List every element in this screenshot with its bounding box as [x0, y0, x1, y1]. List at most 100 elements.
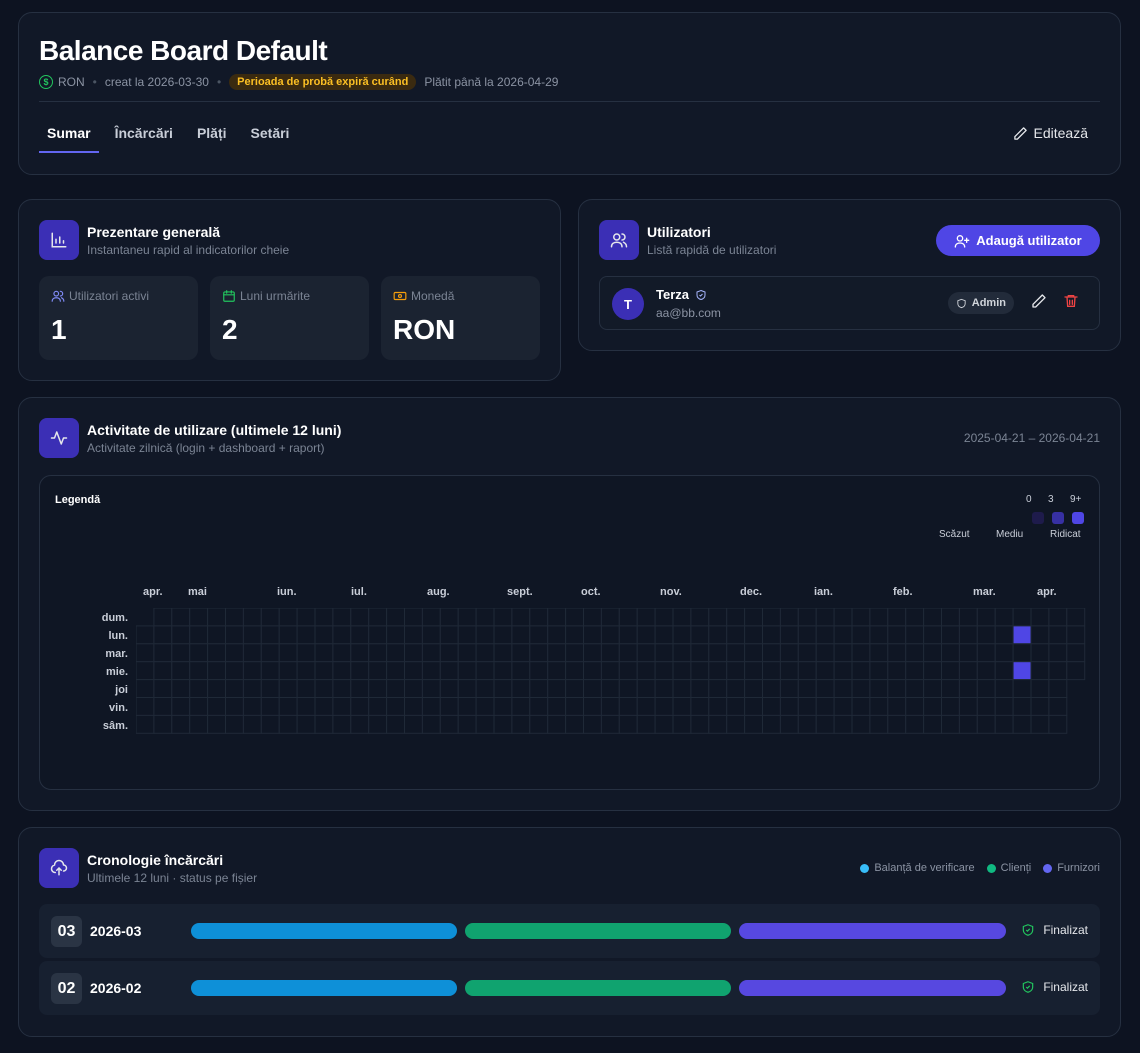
stat-value: RON	[393, 314, 456, 345]
heatmap-cell	[421, 643, 441, 663]
month-label: apr.	[1037, 586, 1057, 598]
heatmap-cell	[636, 679, 656, 698]
heatmap-cell	[332, 697, 352, 716]
heatmap-cell	[511, 643, 531, 663]
heatmap-cell	[457, 697, 477, 716]
add-user-label: Adaugă utilizator	[976, 233, 1082, 248]
upload-row[interactable]: 03 2026-03 Finalizat	[39, 904, 1100, 958]
day-label: dum.	[101, 612, 128, 624]
heatmap-cell	[994, 714, 1014, 734]
clients-bar	[465, 923, 731, 939]
heatmap-cell	[457, 625, 477, 645]
tab-bar: Sumar Încărcări Plăți Setări	[39, 125, 305, 153]
heatmap-cell	[976, 697, 996, 716]
heatmap-cell	[905, 679, 925, 698]
heatmap-cell	[797, 608, 817, 627]
legend-item: Furnizori	[1043, 862, 1100, 874]
heatmap-cell	[189, 697, 209, 716]
heatmap-cell	[923, 625, 942, 645]
legend-swatch-high	[1072, 512, 1084, 524]
heatmap-cell	[314, 661, 334, 681]
heatmap-cell	[958, 625, 978, 645]
heatmap-cell	[779, 714, 799, 734]
heatmap-cell	[511, 661, 531, 681]
heatmap-cell	[189, 625, 209, 645]
heatmap-cell	[762, 643, 781, 663]
heatmap-cell	[905, 643, 925, 663]
heatmap-cell	[260, 643, 280, 663]
tab-plati[interactable]: Plăți	[196, 125, 227, 141]
heatmap-cell	[171, 714, 191, 734]
heatmap-cell	[457, 661, 477, 681]
heatmap-cell	[314, 608, 334, 627]
heatmap-cell	[332, 661, 352, 681]
heatmap-cell	[905, 661, 925, 681]
heatmap-cell	[762, 661, 781, 681]
add-user-button[interactable]: Adaugă utilizator	[936, 225, 1100, 256]
heatmap-cell	[475, 661, 495, 681]
heatmap-cell	[153, 697, 173, 716]
heatmap-cell	[869, 661, 889, 681]
heatmap-cell	[851, 661, 871, 681]
heatmap-cell	[654, 714, 674, 734]
heatmap-cell	[1048, 625, 1068, 645]
edit-button[interactable]: Editează	[1013, 125, 1088, 141]
heatmap-cell	[296, 625, 316, 645]
heatmap-cell	[421, 608, 441, 627]
heatmap-cell	[618, 714, 638, 734]
heatmap-cell	[923, 697, 942, 716]
heatmap-cell	[136, 625, 155, 645]
heatmap-cell	[493, 625, 513, 645]
heatmap-cell	[797, 625, 817, 645]
day-label: mie.	[105, 666, 128, 678]
upload-row[interactable]: 02 2026-02 Finalizat	[39, 961, 1100, 1015]
tab-sumar[interactable]: Sumar	[39, 125, 99, 153]
heatmap-cell	[583, 697, 602, 716]
heatmap-cell	[153, 608, 173, 627]
heatmap-cell	[869, 643, 889, 663]
tab-incarcari[interactable]: Încărcări	[114, 125, 173, 141]
tab-setari[interactable]: Setări	[250, 125, 290, 141]
heatmap-cell	[404, 643, 423, 663]
heatmap-cell	[511, 697, 531, 716]
edit-user-button[interactable]	[1031, 293, 1047, 314]
heatmap-cell	[958, 661, 978, 681]
heatmap-cell	[654, 643, 674, 663]
currency-text: RON	[58, 75, 85, 89]
heatmap-cell	[332, 714, 352, 734]
heatmap-cell	[547, 608, 567, 627]
heatmap-cell	[941, 643, 960, 663]
heatmap-cell	[618, 697, 638, 716]
heatmap-cell	[439, 697, 459, 716]
heatmap-cell	[565, 608, 585, 627]
trash-icon	[1064, 295, 1078, 307]
heatmap-cell	[404, 608, 423, 627]
heatmap-cell	[815, 643, 835, 663]
legend-item: Clienți	[986, 862, 1031, 874]
heatmap-cell	[278, 608, 298, 627]
month-label: iul.	[351, 586, 367, 598]
heatmap-cell	[314, 643, 334, 663]
heatmap-cell	[332, 643, 352, 663]
delete-user-button[interactable]	[1063, 293, 1079, 314]
heatmap-cell	[708, 714, 728, 734]
month-label: feb.	[893, 586, 913, 598]
heatmap-cell	[994, 679, 1014, 698]
heatmap-cell	[905, 697, 925, 716]
user-name: Terza	[656, 287, 689, 302]
legend-label: Scăzut	[939, 529, 970, 540]
heatmap-cell	[296, 679, 316, 698]
heatmap-cell	[815, 625, 835, 645]
heatmap-cell	[994, 625, 1014, 645]
heatmap-cell	[1048, 714, 1068, 734]
heatmap-cell	[529, 643, 549, 663]
stat-label: Luni urmărite	[240, 289, 311, 303]
heatmap-cell	[1048, 679, 1068, 698]
heatmap-cell	[493, 661, 513, 681]
heatmap-cell	[654, 661, 674, 681]
heatmap-cell	[404, 697, 423, 716]
heatmap-cell	[1030, 679, 1050, 698]
month-label: ian.	[814, 586, 833, 598]
heatmap-cell	[923, 608, 942, 627]
heatmap-cell	[547, 697, 567, 716]
